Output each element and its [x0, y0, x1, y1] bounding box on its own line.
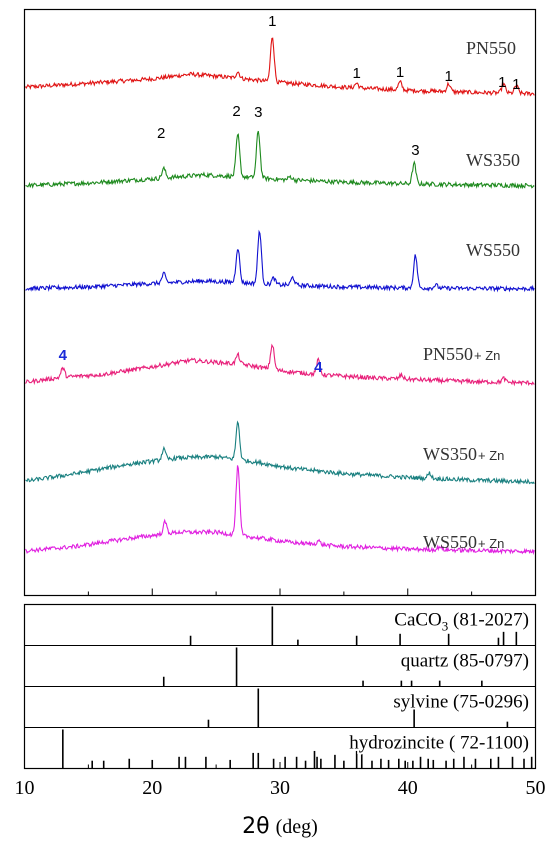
x-axis: 10 20 30 40 50 [15, 762, 546, 799]
peak-annotation-4: 1 [444, 68, 452, 85]
main-plot-frame [23, 8, 537, 597]
series-label-5: WS350+ Zn [423, 444, 504, 464]
series-line-6 [25, 465, 535, 556]
reference-label-2: quartz (85-0797) [401, 651, 529, 672]
peak-annotation-8: 2 [232, 103, 240, 120]
reference-pattern-group: CaCO3 (81-2027) quartz (85-0797) sylvine (… [24, 606, 536, 769]
x-tick-label: 40 [398, 777, 418, 799]
series-label-6: WS550+ Zn [423, 532, 504, 552]
peak-annotation-2: 1 [352, 65, 360, 82]
series-label-4: PN550+ Zn [423, 344, 500, 364]
x-tick-label: 50 [526, 777, 546, 799]
x-axis-label: 2θ (deg) [242, 814, 318, 839]
x-tick-label: 20 [142, 777, 162, 799]
xrd-series-group [25, 37, 535, 556]
peak-annotation-9: 3 [254, 104, 262, 121]
main-plot-ticks [24, 588, 536, 596]
peak-annotation-11: 4 [59, 347, 68, 364]
x-tick-label: 10 [15, 777, 35, 799]
series-line-4 [25, 343, 535, 387]
x-tick-label: 30 [270, 777, 290, 799]
series-line-3 [25, 229, 535, 293]
reference-label-1: CaCO3 (81-2027) [394, 610, 529, 634]
series-line-1 [25, 37, 535, 97]
series-label-2: WS350 [466, 150, 520, 170]
peak-annotation-3: 1 [396, 64, 404, 81]
series-line-2 [25, 130, 535, 190]
peak-annotation-7: 2 [157, 125, 165, 142]
peak-annotation-1: 1 [268, 13, 276, 30]
peak-annotation-5: 1 [498, 74, 506, 91]
series-label-group: PN550 WS350 WS550 PN550+ Zn WS350+ Zn WS550+ … [423, 38, 520, 552]
reference-label-3: sylvine (75-0296) [393, 692, 529, 713]
peak-annotation-6: 1 [512, 76, 520, 93]
series-line-5 [25, 420, 535, 485]
series-label-1: PN550 [466, 38, 516, 58]
peak-annotation-12: 4 [314, 359, 323, 376]
series-label-3: WS550 [466, 240, 520, 260]
peak-annotation-10: 3 [411, 142, 419, 159]
reference-label-4: hydrozincite ( 72-1100) [349, 733, 529, 754]
